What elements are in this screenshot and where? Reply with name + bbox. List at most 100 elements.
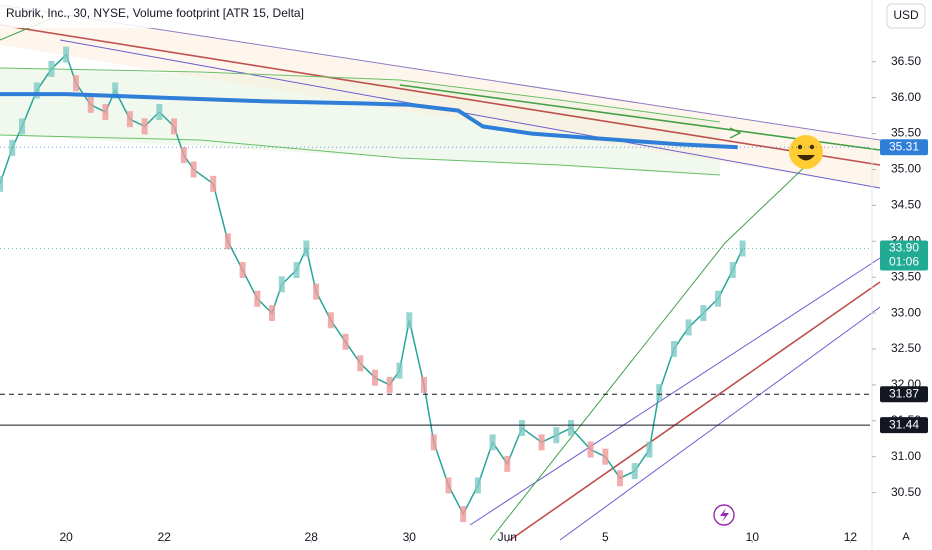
- envelope-band: [0, 68, 720, 175]
- footprint-cell: [72, 75, 79, 92]
- footprint-cell: [357, 355, 364, 372]
- footprint-cell: [102, 104, 109, 121]
- footprint-cell: [715, 290, 722, 307]
- footprint-cell: [371, 369, 378, 386]
- footprint-cell: [112, 82, 119, 99]
- footprint-cell: [519, 419, 525, 436]
- footprint-cell: [646, 441, 653, 458]
- footprint-cell: [445, 477, 452, 494]
- y-tick-label: 33.00: [891, 305, 921, 319]
- event-icon[interactable]: [713, 504, 735, 526]
- price-tag: [880, 386, 928, 403]
- footprint-cell: [87, 96, 94, 113]
- x-tick-label: 22: [158, 530, 172, 544]
- footprint-cell: [156, 104, 163, 121]
- y-tick-label: 31.00: [891, 449, 921, 463]
- footprint-cell: [190, 161, 197, 178]
- emoji-mouth: [797, 155, 815, 161]
- channel-line: [59, 39, 881, 189]
- footprint-cell: [19, 118, 26, 135]
- footprint-cell: [631, 463, 638, 480]
- price-tag-label: 35.31: [889, 139, 919, 153]
- x-tick-label: 10: [746, 530, 760, 544]
- y-tick-label: 32.50: [891, 341, 921, 355]
- footprint-cell: [327, 312, 334, 329]
- projection-arrow: [489, 156, 816, 541]
- price-tag-label: 31.87: [889, 386, 919, 400]
- footprint-cell: [386, 376, 393, 393]
- channel-line: [509, 281, 881, 541]
- x-tick-label: 20: [59, 530, 73, 544]
- footprint-cell: [239, 262, 246, 278]
- currency-label: USD: [893, 8, 919, 22]
- footprint-cell: [224, 233, 231, 250]
- chart-title: Rubrik, Inc., 30, NYSE, Volume footprint…: [6, 6, 304, 20]
- footprint-cell: [0, 175, 3, 192]
- plot: [0, 46, 746, 523]
- footprint-cell: [63, 46, 70, 63]
- x-tick-label: 12: [844, 530, 858, 544]
- price-tag-label: 33.90: [889, 241, 919, 255]
- footprint-cell: [553, 427, 560, 444]
- footprint-cell: [342, 333, 349, 350]
- footprint-cell: [269, 305, 276, 322]
- envelope-line: [0, 67, 721, 123]
- footprint-cell: [685, 319, 692, 336]
- channel-line: [559, 306, 881, 541]
- price-tag: [880, 139, 928, 156]
- footprint-cell: [126, 111, 133, 128]
- price-line: [0, 92, 738, 150]
- footprint-cell: [602, 448, 609, 465]
- footprint-cell: [33, 82, 40, 99]
- footprint-cell: [700, 305, 707, 322]
- y-tick-label: 34.50: [891, 198, 921, 212]
- footprint-cell: [180, 147, 187, 164]
- price-tag: [880, 240, 928, 271]
- footprint-cell: [504, 455, 511, 472]
- y-tick-label: 35.50: [891, 126, 921, 140]
- footprint-cell: [430, 434, 437, 451]
- y-tick-label: 35.00: [891, 162, 921, 176]
- y-tick-label: 36.00: [891, 90, 921, 104]
- footprint-cell: [670, 340, 677, 357]
- footprint-cell: [313, 283, 320, 300]
- price-tag: [880, 417, 928, 434]
- event-icon-bolt: [720, 508, 729, 522]
- y-tick-label: 30.50: [891, 485, 921, 499]
- footprint-cell: [420, 376, 427, 393]
- footprint-cell: [254, 290, 261, 307]
- footprint-cell: [396, 362, 403, 379]
- footprint-cell: [406, 312, 413, 329]
- price-tag-label: 31.44: [889, 417, 919, 431]
- footprint-cell: [739, 240, 746, 257]
- footprint-cell: [587, 441, 594, 458]
- footprint-cell: [141, 118, 148, 135]
- envelope-line: [0, 134, 721, 176]
- x-tick-label: 28: [305, 530, 319, 544]
- footprint-cell: [48, 60, 55, 77]
- emoji: [789, 135, 823, 169]
- footprint-cell: [474, 477, 481, 494]
- scale-mode[interactable]: A: [902, 531, 910, 543]
- footprint-cell: [538, 434, 545, 451]
- y-tick-label: 33.50: [891, 269, 921, 283]
- y-tick-label: 36.50: [891, 54, 921, 68]
- x-tick-label: Jun: [498, 530, 517, 544]
- x-tick-label: 5: [602, 530, 609, 544]
- arrow-head: [729, 127, 742, 139]
- footprint-cell: [617, 470, 624, 487]
- price-tag-countdown: 01:06: [889, 255, 919, 269]
- footprint-cell: [460, 506, 467, 523]
- legend-bg: [0, 0, 330, 28]
- footprint-cell: [568, 419, 575, 436]
- x-tick-label: 30: [403, 530, 417, 544]
- footprint-cell: [489, 434, 496, 451]
- footprint-cell: [729, 262, 736, 278]
- footprint-cell: [303, 240, 310, 257]
- currency-button[interactable]: [886, 3, 926, 29]
- footprint-cell: [656, 384, 663, 401]
- footprint-cell: [293, 262, 300, 278]
- channel-line: [469, 257, 881, 526]
- footprint-cell: [9, 139, 16, 156]
